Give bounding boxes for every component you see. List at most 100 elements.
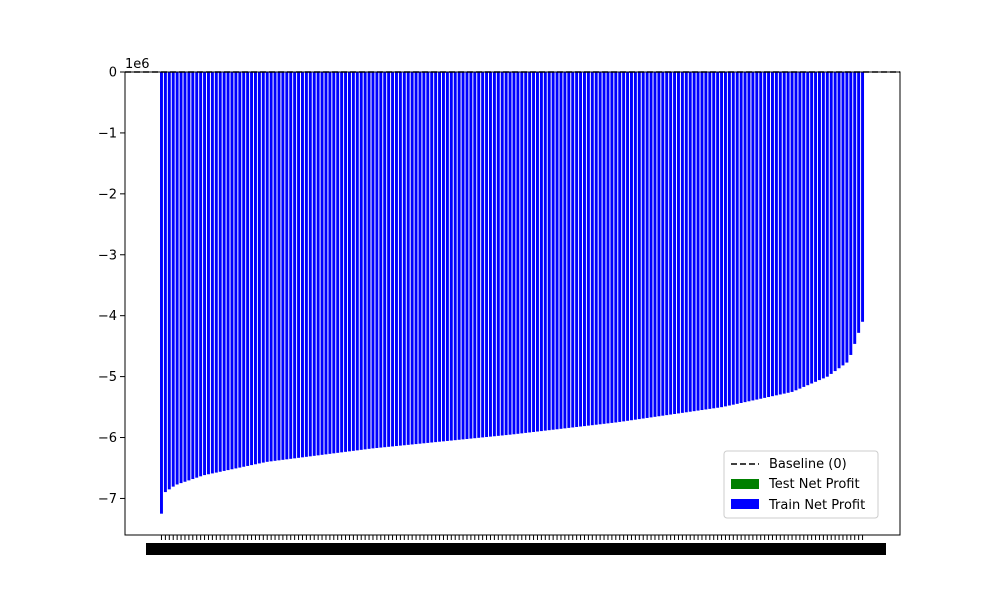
train-bar (426, 72, 430, 443)
train-bar (767, 72, 771, 398)
train-bar (398, 72, 402, 446)
train-bar (214, 72, 218, 473)
train-bar (500, 72, 504, 436)
train-bar (324, 72, 328, 455)
train-bar (332, 72, 336, 454)
train-bar (579, 72, 583, 427)
train-bar (853, 72, 857, 344)
train-bar (465, 72, 469, 439)
train-bar (790, 72, 794, 392)
train-bar (512, 72, 516, 435)
train-bar (806, 72, 810, 386)
y-axis: 0 −1 −2 −3 −4 −5 −6 −7 (98, 66, 125, 507)
train-bar (191, 72, 195, 480)
train-bar (379, 72, 383, 448)
train-bar (348, 72, 351, 452)
train-bar (422, 72, 426, 444)
legend-baseline-label: Baseline (0) (769, 457, 847, 472)
train-bar (708, 72, 712, 409)
train-bar (218, 72, 222, 472)
train-bar (163, 72, 167, 493)
train-bar (367, 72, 371, 449)
train-bar (743, 72, 747, 403)
train-bar (751, 72, 755, 401)
train-bar (696, 72, 700, 411)
train-bar (692, 72, 696, 412)
train-bar (755, 72, 759, 400)
train-bar (724, 72, 727, 407)
train-bar (477, 72, 481, 438)
train-bar (551, 72, 555, 430)
train-bar (410, 72, 414, 445)
train-bar (630, 72, 633, 421)
train-bar (340, 72, 344, 453)
train-bar (618, 72, 622, 422)
train-bars (160, 72, 865, 514)
train-bar (778, 72, 782, 395)
train-bar (261, 72, 265, 463)
train-bar (171, 72, 175, 487)
train-bar (328, 72, 332, 454)
train-bar (438, 72, 442, 442)
train-bar (418, 72, 422, 444)
train-bar (614, 72, 618, 423)
train-bar (528, 72, 532, 433)
train-bar (786, 72, 790, 393)
train-bar (739, 72, 743, 403)
train-bar (645, 72, 649, 418)
train-bar (810, 72, 814, 384)
x-axis (146, 535, 886, 555)
legend-frame (723, 450, 879, 519)
train-bar (246, 72, 250, 466)
train-bar (669, 72, 673, 415)
train-bar (563, 72, 567, 429)
train-bar (473, 72, 477, 439)
train-bar (735, 72, 739, 404)
train-bar (833, 72, 837, 372)
train-bar (821, 72, 825, 379)
y-tick-label: −1 (98, 126, 117, 141)
train-bar (837, 72, 841, 369)
train-bar (195, 72, 199, 478)
train-bar (524, 72, 528, 433)
x-tick-label-band (146, 543, 886, 555)
train-bar (387, 72, 391, 447)
train-bar (771, 72, 774, 397)
train-bar (759, 72, 763, 399)
train-bar (308, 72, 312, 457)
train-bar (273, 72, 277, 461)
train-bar (183, 72, 187, 482)
train-bar (516, 72, 520, 434)
train-bar (203, 72, 207, 476)
train-bar (449, 72, 453, 441)
train-bar (489, 72, 492, 437)
train-bar (731, 72, 735, 405)
train-bar (559, 72, 563, 429)
train-bar (226, 72, 230, 471)
train-bar (265, 72, 269, 462)
train-bar (543, 72, 547, 431)
train-bar (594, 72, 598, 425)
train-bar (583, 72, 586, 427)
train-bar (688, 72, 692, 412)
y-tick-label: −6 (98, 431, 117, 446)
train-bar (312, 72, 316, 456)
train-bar (351, 72, 355, 451)
legend-test-swatch (731, 479, 759, 489)
train-bar (845, 72, 849, 363)
legend-train-swatch (731, 499, 759, 509)
train-bar (649, 72, 653, 418)
train-bar (359, 72, 363, 450)
train-bar (210, 72, 214, 474)
train-bar (704, 72, 708, 410)
y-tick-label: −3 (98, 248, 117, 263)
train-bar (657, 72, 661, 417)
train-bar (434, 72, 438, 443)
y-tick-label: −5 (98, 370, 117, 385)
train-bar (798, 72, 802, 389)
train-bar (363, 72, 367, 450)
train-bar (677, 72, 680, 414)
train-bar (727, 72, 731, 406)
y-tick-label: 0 (109, 66, 117, 81)
train-bar (175, 72, 179, 485)
